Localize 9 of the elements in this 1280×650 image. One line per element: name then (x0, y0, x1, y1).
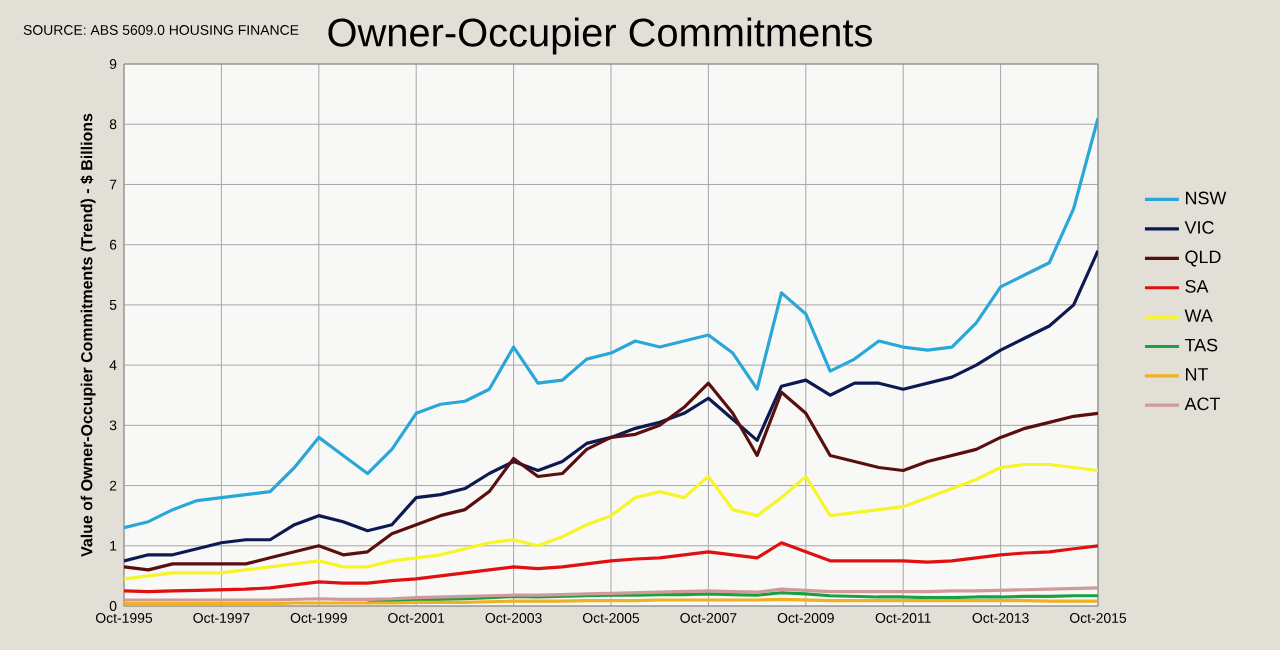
legend-label: SA (1185, 279, 1209, 293)
legend-label: NSW (1186, 191, 1227, 205)
legend-label: WA (1184, 309, 1213, 322)
legend-label: ACT (1184, 397, 1220, 411)
legend-label: TAS (1184, 338, 1218, 352)
legend-label: NT (1186, 368, 1209, 381)
legend-label: QLD (1185, 250, 1221, 267)
legend-label: VIC (1184, 221, 1214, 234)
chart-title: Owner-Occupier Commitments (328, 17, 872, 55)
